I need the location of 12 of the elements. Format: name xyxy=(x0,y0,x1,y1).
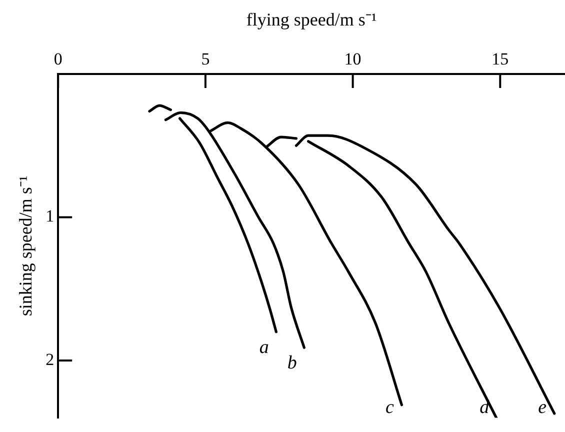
x-tick-label: 0 xyxy=(54,49,62,68)
y-axis-title: sinking speed/m s⁻¹ xyxy=(16,176,36,316)
y-tick-label: 2 xyxy=(46,350,54,369)
x-axis-title: flying speed/m s⁻¹ xyxy=(246,10,377,30)
series-label: a xyxy=(259,336,269,358)
series-label: c xyxy=(386,396,395,418)
x-tick-label: 10 xyxy=(344,49,362,68)
series-label: b xyxy=(287,352,297,374)
x-tick-label: 15 xyxy=(492,49,509,68)
series-label: e xyxy=(538,396,547,418)
x-tick-label: 5 xyxy=(201,49,210,68)
y-tick-label: 1 xyxy=(46,206,54,226)
